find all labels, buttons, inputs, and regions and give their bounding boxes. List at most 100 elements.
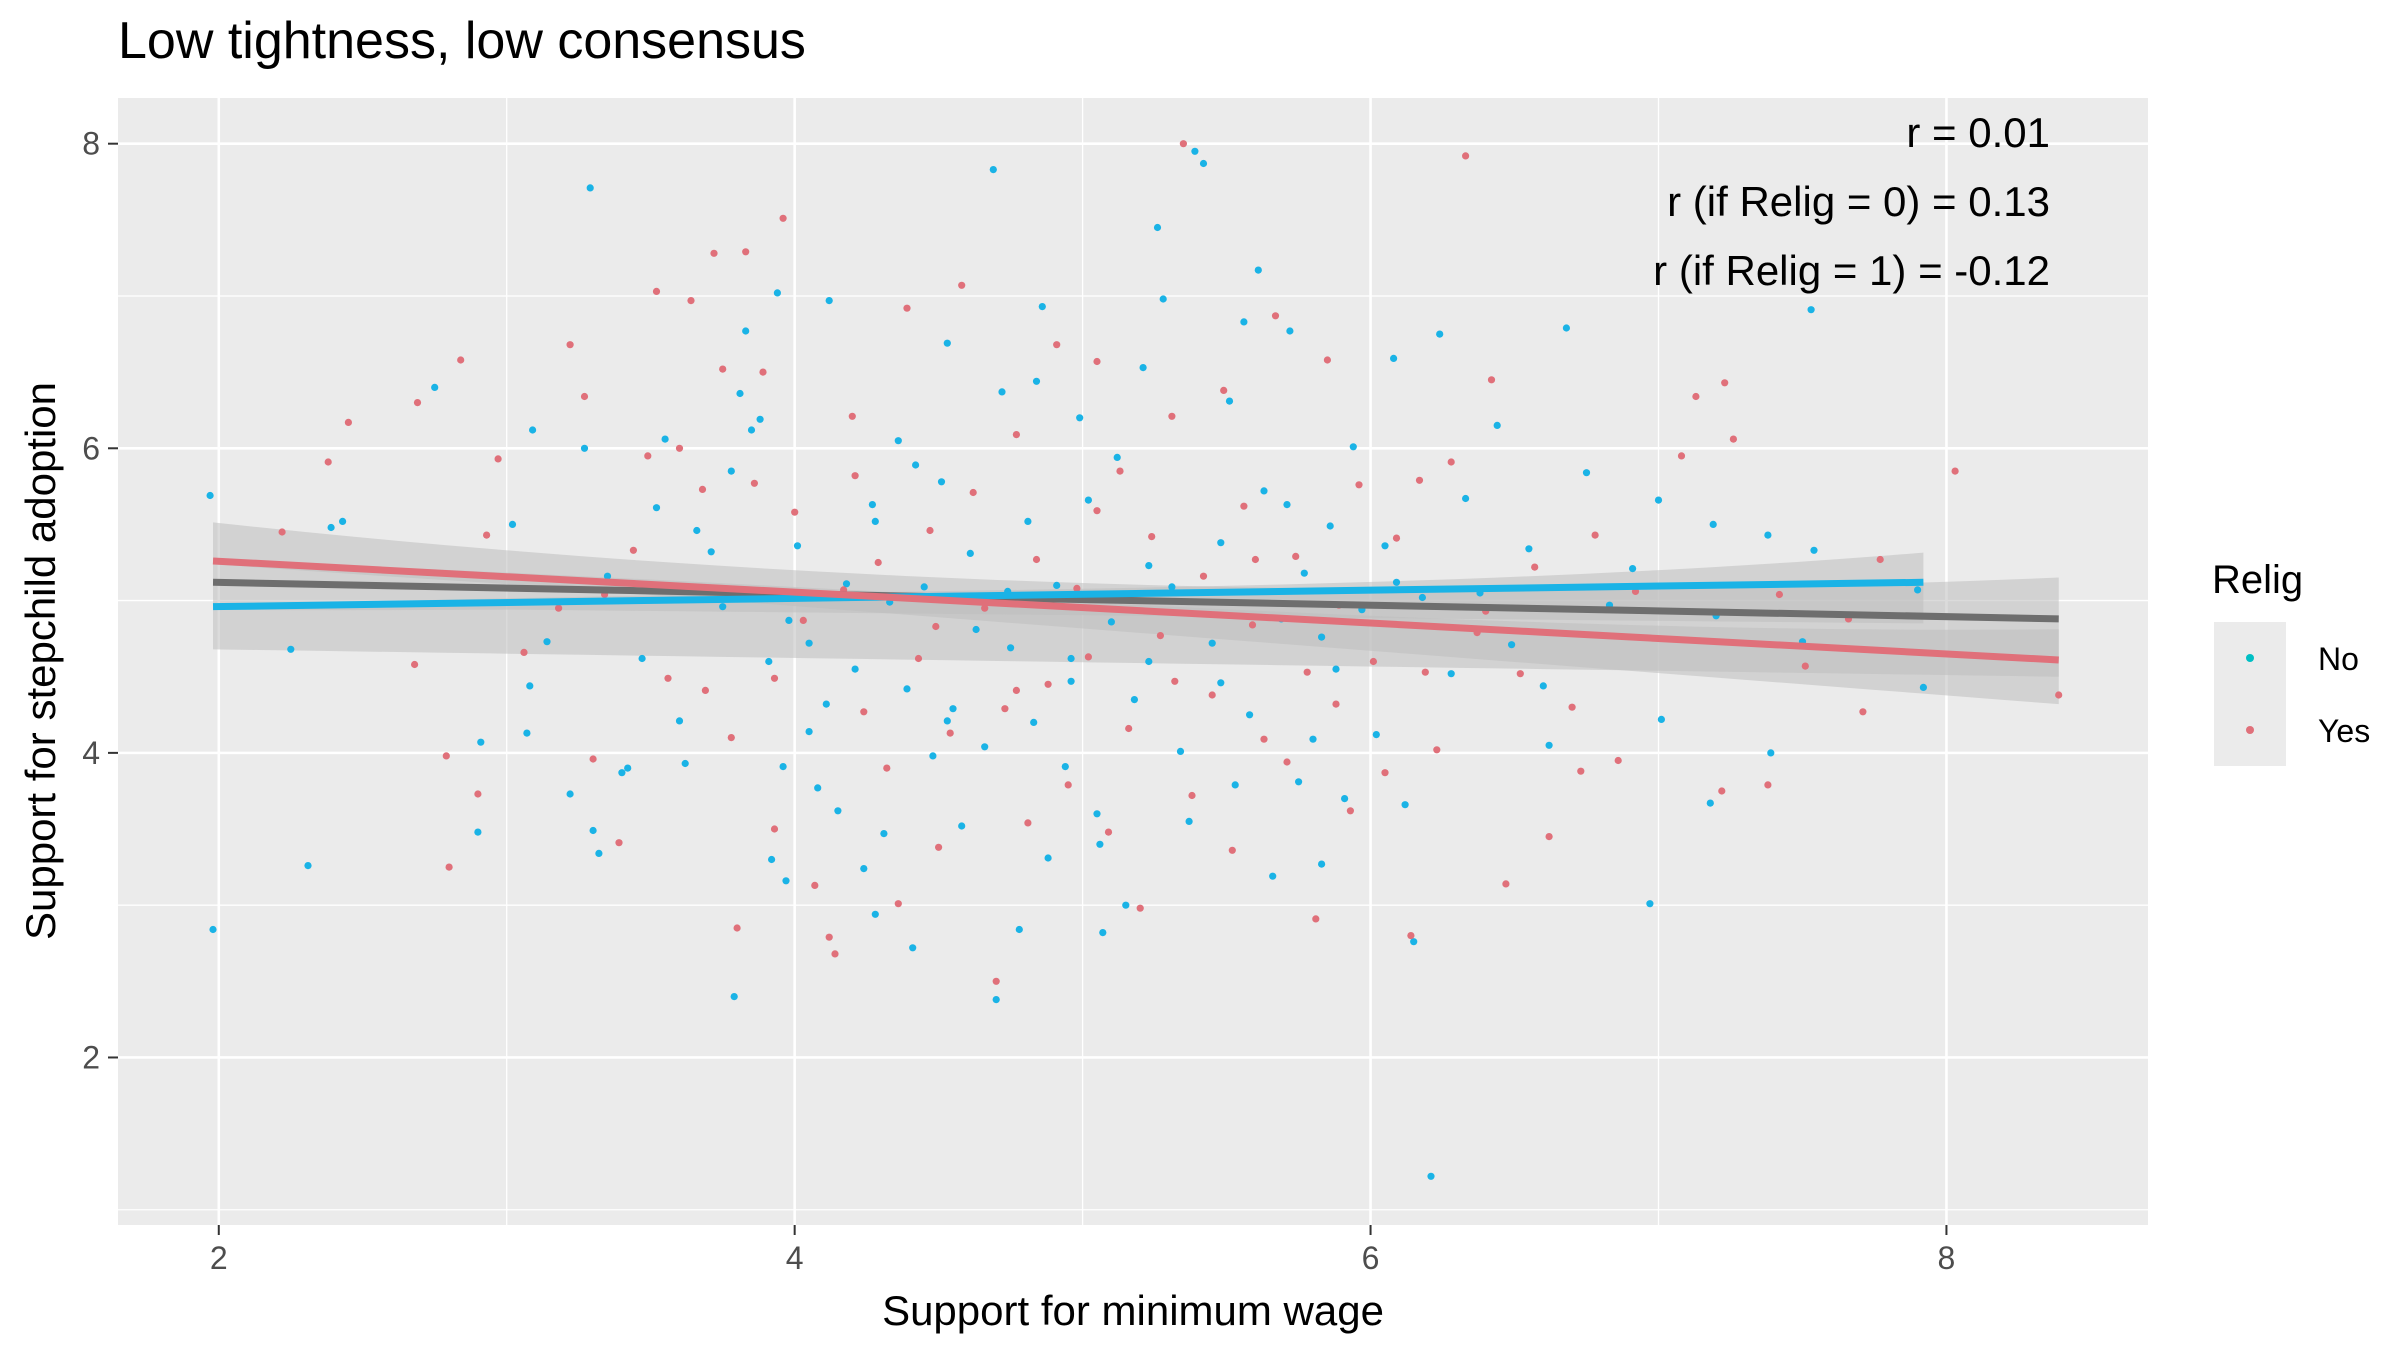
data-point-no: [730, 993, 738, 1001]
data-point-no: [1764, 531, 1772, 539]
data-point-no: [1436, 330, 1444, 338]
data-point-yes: [1487, 376, 1496, 384]
data-point-yes: [1064, 781, 1072, 789]
data-point-yes: [1323, 356, 1331, 364]
data-point-no: [1318, 633, 1326, 641]
data-point-no: [543, 638, 551, 646]
data-point-yes: [860, 708, 868, 716]
data-point-no: [1447, 670, 1455, 678]
fit-line-no: [212, 578, 1924, 611]
data-point-yes: [935, 843, 943, 851]
data-point-no: [304, 862, 312, 870]
data-point-yes: [1462, 152, 1470, 160]
data-point-no: [1427, 1172, 1435, 1180]
data-point-yes: [1228, 846, 1236, 854]
data-point-no: [1508, 641, 1516, 649]
data-point-no: [661, 435, 669, 443]
data-point-yes: [1001, 705, 1009, 713]
data-point-no: [773, 289, 782, 297]
data-point-no: [1462, 494, 1470, 503]
data-point-no: [1493, 421, 1501, 429]
data-point-yes: [770, 674, 779, 682]
data-point-no: [1254, 266, 1262, 274]
data-point-no: [1231, 781, 1239, 789]
data-point-no: [943, 717, 951, 725]
data-point-yes: [1692, 392, 1700, 401]
data-point-yes: [894, 900, 902, 908]
data-point-yes: [1012, 431, 1021, 439]
data-point-no: [1176, 747, 1185, 756]
data-point-no: [981, 743, 989, 751]
data-point-no: [1153, 223, 1162, 232]
data-point-no: [805, 639, 813, 647]
data-point-no: [912, 461, 920, 469]
data-point-yes: [1148, 533, 1156, 541]
data-point-yes: [1677, 452, 1686, 460]
data-point-no: [595, 849, 603, 858]
data-point-yes: [1116, 467, 1124, 475]
data-point-no: [638, 654, 646, 663]
y-tick-label: 2: [82, 1039, 100, 1075]
data-point-yes: [566, 341, 574, 349]
data-point-yes: [701, 686, 710, 695]
data-point-no: [1914, 586, 1922, 594]
data-point-no: [1093, 810, 1101, 818]
data-point-yes: [1614, 756, 1622, 765]
legend-title: Relig: [2212, 558, 2303, 602]
data-point-no: [1168, 583, 1176, 591]
data-point-no: [431, 383, 439, 391]
data-point-no: [327, 523, 335, 532]
data-point-no: [1401, 801, 1409, 809]
data-point-yes: [520, 648, 528, 657]
data-point-yes: [1053, 341, 1061, 349]
data-point-yes: [1044, 680, 1052, 688]
data-point-yes: [1093, 357, 1101, 366]
data-point-yes: [992, 977, 1000, 985]
data-point-yes: [770, 825, 779, 833]
data-point-yes: [750, 479, 759, 487]
data-point-no: [618, 769, 626, 777]
data-point-no: [1300, 569, 1308, 577]
data-point-yes: [1545, 833, 1553, 841]
data-point-no: [1919, 683, 1927, 692]
data-point-yes: [1303, 668, 1311, 676]
data-point-no: [477, 738, 485, 746]
data-point-yes: [1531, 563, 1539, 571]
data-point-no: [1217, 539, 1225, 547]
data-point-no: [1582, 469, 1591, 477]
data-point-no: [920, 583, 928, 591]
data-point-no: [1410, 938, 1418, 946]
data-point-yes: [831, 950, 839, 958]
data-point-no: [871, 910, 879, 918]
data-point-yes: [664, 674, 672, 682]
data-point-yes: [958, 281, 966, 289]
data-point-yes: [1312, 915, 1320, 923]
data-point-no: [756, 415, 764, 423]
data-point-yes: [1084, 653, 1092, 661]
data-point-yes: [811, 881, 819, 890]
data-point-no: [1113, 453, 1121, 461]
x-tick-label: 8: [1938, 1240, 1956, 1276]
data-point-no: [529, 426, 537, 434]
data-point-yes: [344, 418, 352, 426]
data-point-no: [868, 501, 877, 509]
data-point-yes: [1032, 555, 1041, 564]
data-point-no: [1067, 677, 1075, 685]
data-point-no: [1139, 364, 1147, 372]
data-point-no: [1286, 327, 1294, 335]
data-point-yes: [687, 297, 695, 305]
data-point-no: [1418, 593, 1426, 602]
data-point-no: [1067, 654, 1075, 663]
data-point-no: [1053, 581, 1061, 590]
legend-label-no: No: [2318, 641, 2359, 677]
data-point-no: [871, 517, 879, 526]
data-point-no: [727, 467, 735, 475]
data-point-yes: [1179, 140, 1187, 148]
data-point-yes: [1012, 686, 1021, 695]
data-point-yes: [1292, 552, 1300, 561]
data-point-no: [1107, 618, 1115, 626]
data-point-no: [1706, 799, 1714, 807]
data-point-no: [603, 572, 612, 580]
data-point-yes: [494, 455, 502, 463]
data-point-no: [736, 389, 744, 398]
